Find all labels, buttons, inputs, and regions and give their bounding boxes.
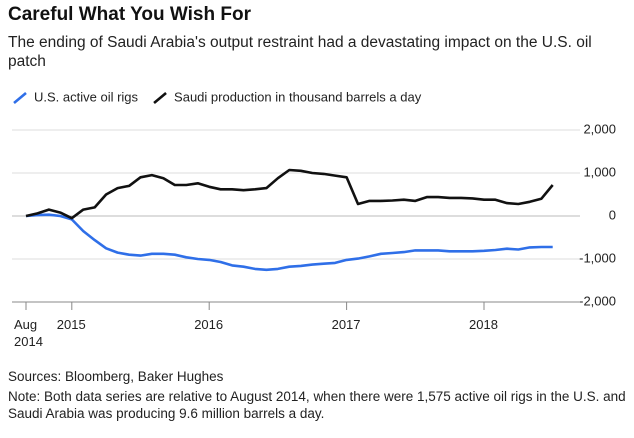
series-line bbox=[25, 213, 553, 272]
legend-swatch bbox=[13, 92, 27, 104]
x-tick-label: 2018 bbox=[469, 317, 498, 332]
x-tick-label: 2016 bbox=[194, 317, 224, 332]
note: Note: Both data series are relative to A… bbox=[8, 389, 626, 421]
legend-swatch bbox=[153, 92, 167, 104]
x-tick-label: 2017 bbox=[331, 317, 361, 332]
source: Sources: Bloomberg, Baker Hughes bbox=[8, 369, 224, 384]
x-tick-label: Aug 2014 bbox=[14, 317, 43, 349]
legend-label: Saudi production in thousand barrels a d… bbox=[174, 89, 422, 104]
series-line bbox=[25, 168, 554, 220]
y-tick-label: -2,000 bbox=[579, 293, 616, 308]
x-tick-label: 2015 bbox=[56, 317, 86, 332]
y-tick-label: -1,000 bbox=[579, 250, 616, 265]
chart-subtitle: The ending of Saudi Arabia's output rest… bbox=[8, 34, 592, 70]
chart-title: Careful What You Wish For bbox=[8, 4, 251, 25]
legend-label: U.S. active oil rigs bbox=[34, 89, 139, 104]
y-tick-label: 0 bbox=[609, 207, 616, 222]
y-tick-label: 1,000 bbox=[583, 164, 616, 179]
y-tick-label: 2,000 bbox=[583, 121, 616, 136]
